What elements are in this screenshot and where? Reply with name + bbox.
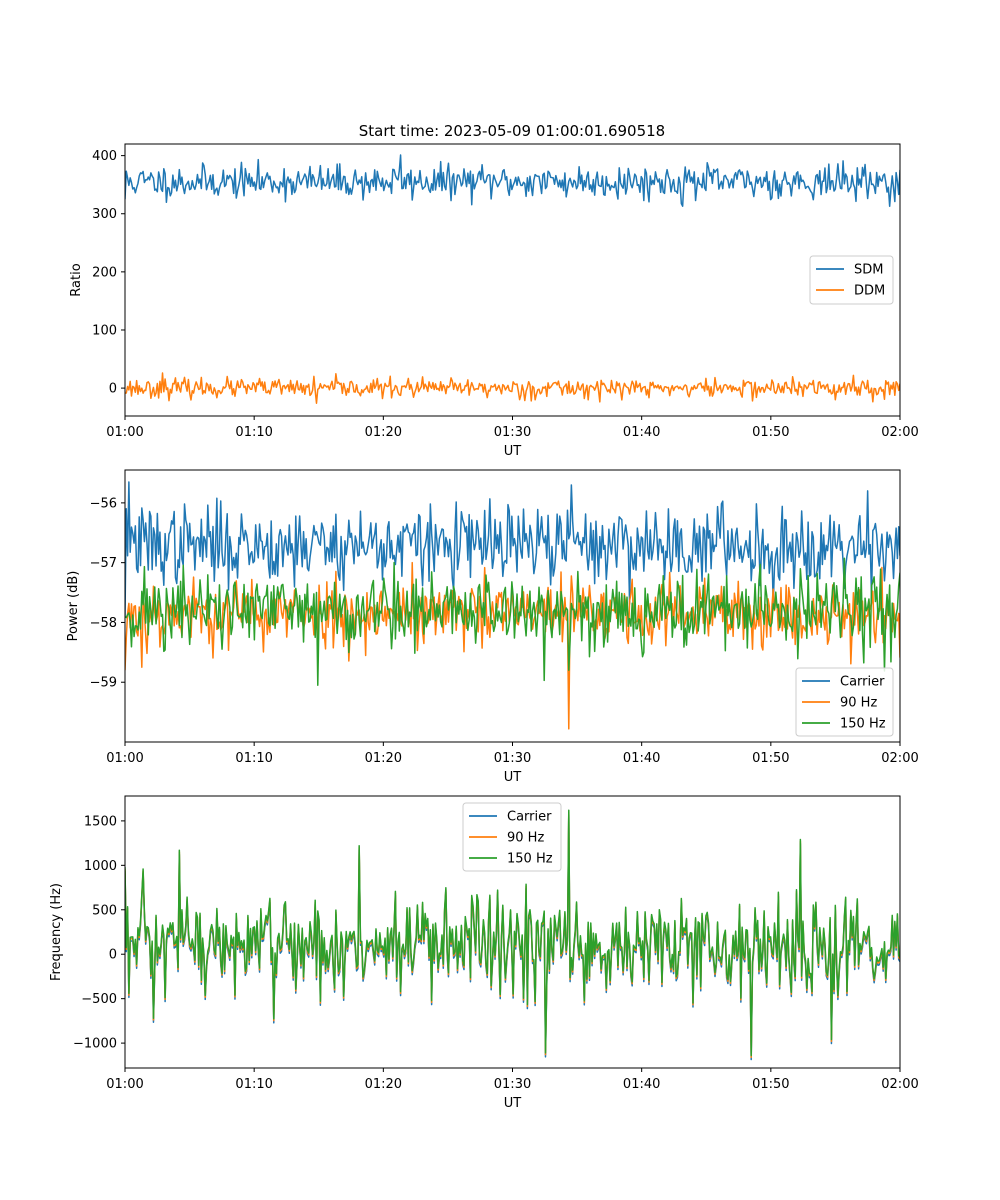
x-tick-label: 01:30	[494, 425, 531, 440]
power-panel: 01:00 01:10 01:20 01:30 01:40 01:50 02:00 −56 −5…	[66, 469, 919, 785]
y-tick-label: −56	[90, 496, 117, 511]
y-axis-label: Frequency (Hz)	[49, 883, 64, 981]
x-tick-label: 01:10	[235, 425, 272, 440]
y-tick-label: 0	[109, 382, 117, 397]
axes-frame	[124, 143, 901, 417]
x-tick-label: 01:00	[106, 425, 143, 440]
x-tick-label: 01:40	[623, 425, 660, 440]
x-axis-label: UT	[504, 444, 522, 459]
y-tick-label: −1000	[73, 1037, 117, 1052]
plot-lines	[125, 154, 900, 404]
x-tick-label: 01:00	[106, 1077, 143, 1092]
x-tick-label: 01:50	[752, 751, 789, 766]
legend: Carrier 90 Hz 150 Hz	[462, 802, 562, 872]
series-line-carrier	[125, 481, 900, 617]
y-tick-label: −500	[81, 992, 117, 1007]
legend-entry: Carrier	[840, 675, 885, 690]
figure-title: Start time: 2023-05-09 01:00:01.690518	[359, 122, 665, 140]
y-axis-label: Ratio	[69, 263, 84, 296]
x-axis-label: UT	[504, 770, 522, 785]
x-tick-label: 01:10	[235, 751, 272, 766]
legend-entry: DDM	[854, 284, 885, 299]
y-tick-label: 400	[92, 149, 117, 164]
y-tick-label: 100	[92, 323, 117, 338]
frequency-panel: 01:00 01:10 01:20 01:30 01:40 01:50 02:00 1500 1…	[49, 795, 919, 1111]
y-tick-label: 300	[92, 207, 117, 222]
series-line-sdm	[125, 154, 900, 208]
legend-box	[462, 802, 562, 872]
series-line-ddm	[125, 372, 900, 404]
legend-entry: 150 Hz	[507, 852, 553, 867]
legend-entry: Carrier	[507, 810, 552, 825]
y-tick-label: −59	[90, 676, 117, 691]
x-tick-label: 01:20	[365, 425, 402, 440]
x-tick-label: 01:20	[365, 1077, 402, 1092]
legend-entry: 90 Hz	[840, 696, 877, 711]
legend: SDM DDM	[809, 255, 894, 305]
x-tick-label: 02:00	[881, 425, 918, 440]
y-tick-label: 0	[109, 948, 117, 963]
y-tick-label: 200	[92, 265, 117, 280]
plot-lines	[125, 809, 900, 1061]
legend-box	[809, 255, 894, 305]
x-tick-label: 01:20	[365, 751, 402, 766]
y-tick-label: −57	[90, 556, 117, 571]
x-tick-label: 01:30	[494, 1077, 531, 1092]
x-tick-label: 01:40	[623, 1077, 660, 1092]
x-axis-label: UT	[504, 1096, 522, 1111]
x-tick-label: 01:10	[235, 1077, 272, 1092]
legend: Carrier 90 Hz 150 Hz	[795, 667, 894, 737]
ratio-panel: 01:00 01:10 01:20 01:30 01:40 01:50 02:00 0 100 2…	[69, 143, 919, 459]
series-line-150-hz	[125, 557, 900, 686]
legend-entry: 90 Hz	[507, 831, 544, 846]
x-tick-label: 02:00	[881, 1077, 918, 1092]
x-tick-label: 01:50	[752, 1077, 789, 1092]
series-line-150-hz	[125, 809, 900, 1057]
x-tick-label: 02:00	[881, 751, 918, 766]
legend-box	[795, 667, 894, 737]
y-axis-label: Power (dB)	[66, 571, 81, 642]
y-tick-label: 1000	[84, 859, 117, 874]
y-tick-label: 1500	[84, 814, 117, 829]
x-tick-label: 01:40	[623, 751, 660, 766]
legend-entry: 150 Hz	[840, 717, 886, 732]
plot-lines	[125, 481, 900, 730]
x-tick-label: 01:50	[752, 425, 789, 440]
x-tick-label: 01:30	[494, 751, 531, 766]
legend-entry: SDM	[854, 263, 883, 278]
x-tick-label: 01:00	[106, 751, 143, 766]
y-tick-label: −58	[90, 616, 117, 631]
y-tick-label: 500	[92, 903, 117, 918]
